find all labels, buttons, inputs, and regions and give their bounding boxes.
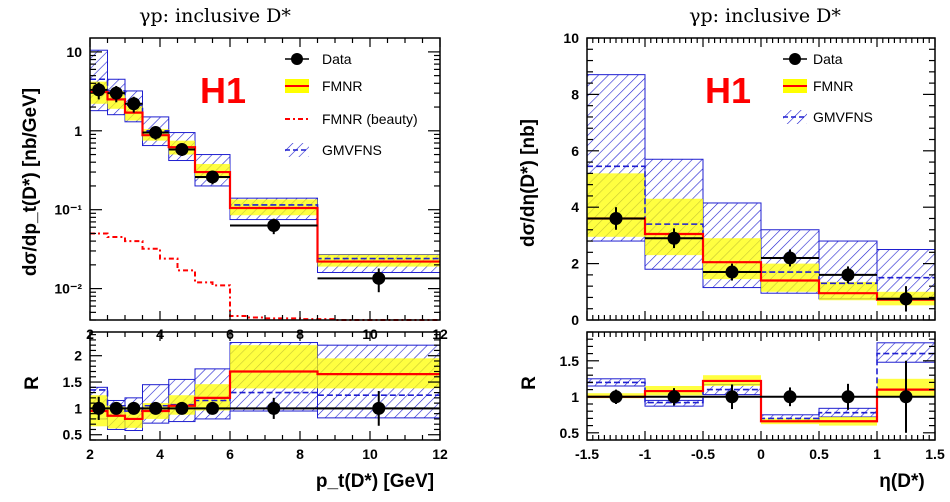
legend-label-gmvfns: GMVFNS — [322, 142, 382, 158]
data-point-0-5 — [206, 170, 219, 184]
x-tick-label-3--0.5: -0.5 — [691, 446, 715, 462]
y-tick-label-0-2: 10⁻¹ — [54, 202, 82, 218]
fmnr-band-2-3 — [761, 263, 819, 292]
data-point-0-4 — [175, 142, 189, 156]
y-axis-label-right-top: dσ/dη(D*) [nb] — [518, 119, 539, 247]
y-axis-label-left-top: dσ/dp_t(D*) [nb/GeV] — [20, 88, 41, 276]
legend-left: Data FMNR FMNR (beauty) GMVFNS — [285, 51, 418, 158]
data-point-2-2 — [725, 265, 739, 279]
y-tick-label-3-0.5: 0.5 — [560, 425, 580, 441]
legend-label-beauty: FMNR (beauty) — [322, 111, 418, 127]
x-tick-label-3-0.5: 0.5 — [809, 446, 829, 462]
y-tick-label-2-4: 4 — [571, 199, 579, 215]
legend-label-data: Data — [322, 51, 352, 67]
fmnr-line-3 — [587, 379, 935, 423]
legend-marker-data-right — [789, 53, 801, 65]
data-point-0-2 — [127, 97, 141, 111]
data-point-2-0 — [609, 211, 623, 225]
fmnr-band-2-4 — [819, 281, 877, 301]
data-point-2-1 — [667, 231, 681, 245]
beauty-line-0 — [90, 232, 440, 321]
h1-logo-left: H1 — [200, 70, 246, 111]
x-tick-label-1-2: 2 — [86, 446, 94, 462]
y-tick-label-0-3: 10⁻² — [54, 281, 82, 297]
x-tick-label-3--1: -1 — [639, 446, 652, 462]
y-tick-label-2-0: 0 — [571, 312, 579, 328]
y-tick-label-1-2: 2 — [74, 348, 82, 364]
y-axis-label-right-bottom: R — [519, 376, 540, 390]
x-tick-label-1-10: 10 — [362, 446, 378, 462]
legend-label-data-right: Data — [813, 51, 843, 67]
chart-title-right: γp: inclusive D* — [689, 5, 841, 27]
data-point-0-0 — [92, 83, 106, 97]
data-point-0-6 — [267, 219, 281, 233]
x-tick-label-1-12: 12 — [432, 446, 448, 462]
y-tick-label-0-1: 1 — [74, 123, 82, 139]
fmnr-band-1-6 — [230, 345, 318, 389]
x-tick-label-3-1.5: 1.5 — [925, 446, 945, 462]
chart-title-left: γp: inclusive D* — [139, 5, 291, 27]
h1-logo-right: H1 — [705, 70, 751, 111]
data-point-0-3 — [149, 126, 163, 140]
x-tick-label-1-4: 4 — [156, 446, 164, 462]
y-tick-label-2-10: 10 — [563, 30, 579, 46]
y-tick-label-2-8: 8 — [571, 86, 579, 102]
y-tick-label-1-1: 1 — [74, 400, 82, 416]
data-point-2-4 — [841, 268, 855, 282]
x-tick-label-3-1: 1 — [873, 446, 881, 462]
y-tick-label-2-6: 6 — [571, 143, 579, 159]
legend-label-fmnr: FMNR — [322, 78, 362, 94]
x-tick-label-1-8: 8 — [296, 446, 304, 462]
x-axis-label-right: η(D*) — [879, 471, 924, 492]
y-tick-label-3-1: 1 — [571, 389, 579, 405]
gmvfns-band-3-5 — [876, 342, 936, 363]
y-axis-label-left-bottom: R — [22, 376, 43, 390]
x-tick-label-3-0: 0 — [757, 446, 765, 462]
x-tick-label-3--1.5: -1.5 — [575, 446, 599, 462]
legend-label-gmvfns-right: GMVFNS — [813, 109, 873, 125]
x-axis-label-left: p_t(D*) [GeV] — [316, 471, 434, 492]
data-point-2-3 — [783, 251, 797, 265]
legend-right: Data FMNR GMVFNS — [783, 51, 873, 125]
data-point-0-1 — [109, 86, 123, 100]
legend-label-fmnr-right: FMNR — [813, 78, 853, 94]
data-point-0-7 — [372, 271, 386, 285]
y-tick-label-3-1.5: 1.5 — [560, 353, 580, 369]
y-tick-label-2-2: 2 — [571, 256, 579, 272]
y-tick-label-0-0: 10 — [66, 44, 82, 60]
y-tick-label-1-0.5: 0.5 — [63, 427, 83, 443]
y-tick-label-1-1.5: 1.5 — [63, 374, 83, 390]
legend-marker-data — [291, 53, 303, 65]
x-tick-label-1-6: 6 — [226, 446, 234, 462]
data-point-2-5 — [899, 292, 913, 306]
